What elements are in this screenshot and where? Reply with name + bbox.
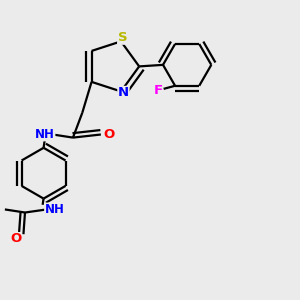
Text: NH: NH [35, 128, 55, 141]
Text: O: O [103, 128, 114, 141]
Text: NH: NH [44, 203, 64, 216]
Text: S: S [118, 31, 127, 44]
Text: O: O [10, 232, 21, 245]
Text: N: N [118, 86, 129, 100]
Text: F: F [154, 84, 163, 97]
